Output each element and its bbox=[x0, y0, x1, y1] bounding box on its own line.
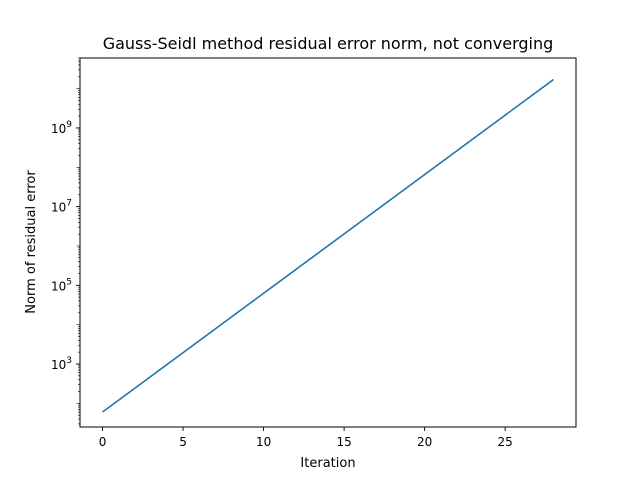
x-tick-label: 20 bbox=[417, 435, 432, 449]
y-tick-label: 109 bbox=[51, 120, 72, 136]
y-axis: 103 105 107 109 bbox=[51, 57, 80, 425]
x-tick-label: 5 bbox=[179, 435, 187, 449]
y-tick-label: 105 bbox=[51, 277, 72, 293]
y-tick-label: 107 bbox=[51, 199, 72, 215]
x-tick-label: 0 bbox=[99, 435, 107, 449]
x-tick-label: 10 bbox=[256, 435, 271, 449]
x-axis-label: Iteration bbox=[300, 456, 355, 471]
y-axis-label: Norm of residual error bbox=[24, 170, 39, 314]
plot-area bbox=[102, 78, 554, 413]
series-line-0 bbox=[102, 78, 554, 413]
x-tick-label: 15 bbox=[336, 435, 351, 449]
plot-frame bbox=[79, 57, 577, 428]
x-tick-label: 25 bbox=[498, 435, 513, 449]
chart-title: Gauss-Seidl method residual error norm, … bbox=[103, 34, 554, 53]
y-tick-label: 103 bbox=[51, 356, 72, 372]
x-axis: 0 5 10 15 20 25 bbox=[99, 427, 513, 449]
